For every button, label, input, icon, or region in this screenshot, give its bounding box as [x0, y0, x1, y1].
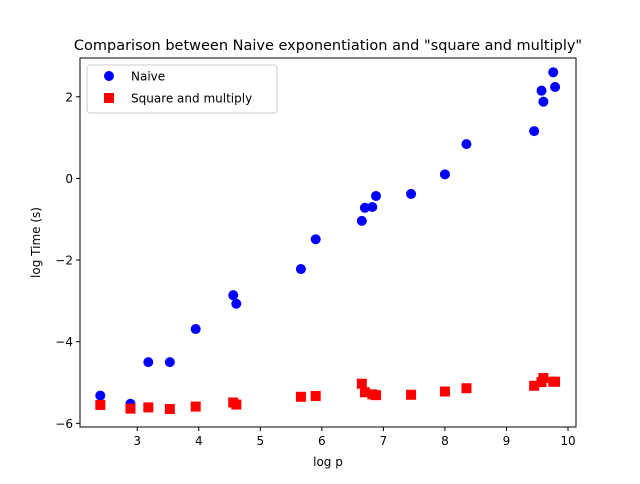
data-point-square-and-multiply — [529, 380, 540, 391]
data-point-square-and-multiply — [231, 399, 242, 410]
data-point-naive — [548, 67, 559, 78]
axis-ticks: 3 4 5 6 7 8 9 10 −6 −4 −2 0 2 — [55, 90, 575, 448]
data-point-square-and-multiply — [550, 376, 561, 387]
legend-marker-naive — [104, 71, 114, 81]
legend-marker-square-and-multiply — [104, 93, 114, 103]
data-point-naive — [536, 85, 547, 96]
x-tick-label: 4 — [195, 434, 203, 448]
data-point-naive — [310, 234, 321, 245]
y-tick-label: 0 — [65, 172, 73, 186]
data-point-naive — [228, 290, 239, 301]
data-point-square-and-multiply — [406, 389, 417, 400]
data-point-naive — [367, 201, 378, 212]
data-point-square-and-multiply — [371, 390, 381, 401]
x-tick-label: 3 — [133, 434, 141, 448]
y-tick-label: −4 — [55, 335, 73, 349]
data-point-naive — [231, 298, 242, 309]
chart-title: Comparison between Naive exponentiation … — [74, 38, 582, 54]
data-point-naive — [143, 357, 154, 368]
data-point-square-and-multiply — [190, 401, 201, 412]
data-point-square-and-multiply — [95, 399, 106, 410]
y-tick-label: −2 — [55, 254, 73, 268]
data-point-naive — [461, 139, 472, 150]
x-axis-label: log p — [313, 455, 343, 469]
y-axis-label: log Time (s) — [29, 207, 43, 278]
data-point-square-and-multiply — [359, 387, 370, 398]
data-point-naive — [371, 190, 381, 201]
data-point-naive — [95, 390, 106, 401]
data-point-square-and-multiply — [538, 373, 549, 384]
data-point-square-and-multiply — [125, 403, 136, 414]
y-tick-label: −6 — [55, 417, 73, 431]
data-point-naive — [529, 126, 540, 137]
legend-label-square-and-multiply: Square and multiply — [131, 92, 252, 106]
plot-frame — [79, 57, 577, 428]
data-point-naive — [439, 169, 450, 180]
x-tick-label: 5 — [256, 434, 264, 448]
x-tick-label: 10 — [560, 434, 575, 448]
data-point-naive — [359, 202, 370, 213]
x-tick-label: 6 — [318, 434, 326, 448]
data-point-square-and-multiply — [143, 402, 154, 413]
plot-points — [95, 67, 561, 415]
legend-label-naive: Naive — [131, 70, 165, 84]
data-point-square-and-multiply — [295, 391, 306, 402]
data-point-naive — [550, 81, 561, 92]
data-point-naive — [164, 357, 175, 368]
legend: Naive Square and multiply — [86, 64, 278, 114]
data-point-naive — [406, 188, 417, 199]
data-point-square-and-multiply — [356, 378, 367, 389]
data-point-square-and-multiply — [461, 383, 472, 394]
data-point-naive — [538, 96, 549, 107]
x-tick-label: 9 — [503, 434, 511, 448]
data-point-naive — [190, 324, 201, 335]
data-point-square-and-multiply — [164, 404, 175, 415]
x-tick-label: 8 — [441, 434, 449, 448]
x-tick-label: 7 — [380, 434, 388, 448]
legend-box — [86, 64, 278, 114]
data-point-naive — [295, 264, 306, 275]
y-tick-label: 2 — [65, 90, 73, 104]
data-point-square-and-multiply — [310, 390, 321, 401]
data-point-square-and-multiply — [439, 386, 450, 397]
data-point-naive — [356, 215, 367, 226]
